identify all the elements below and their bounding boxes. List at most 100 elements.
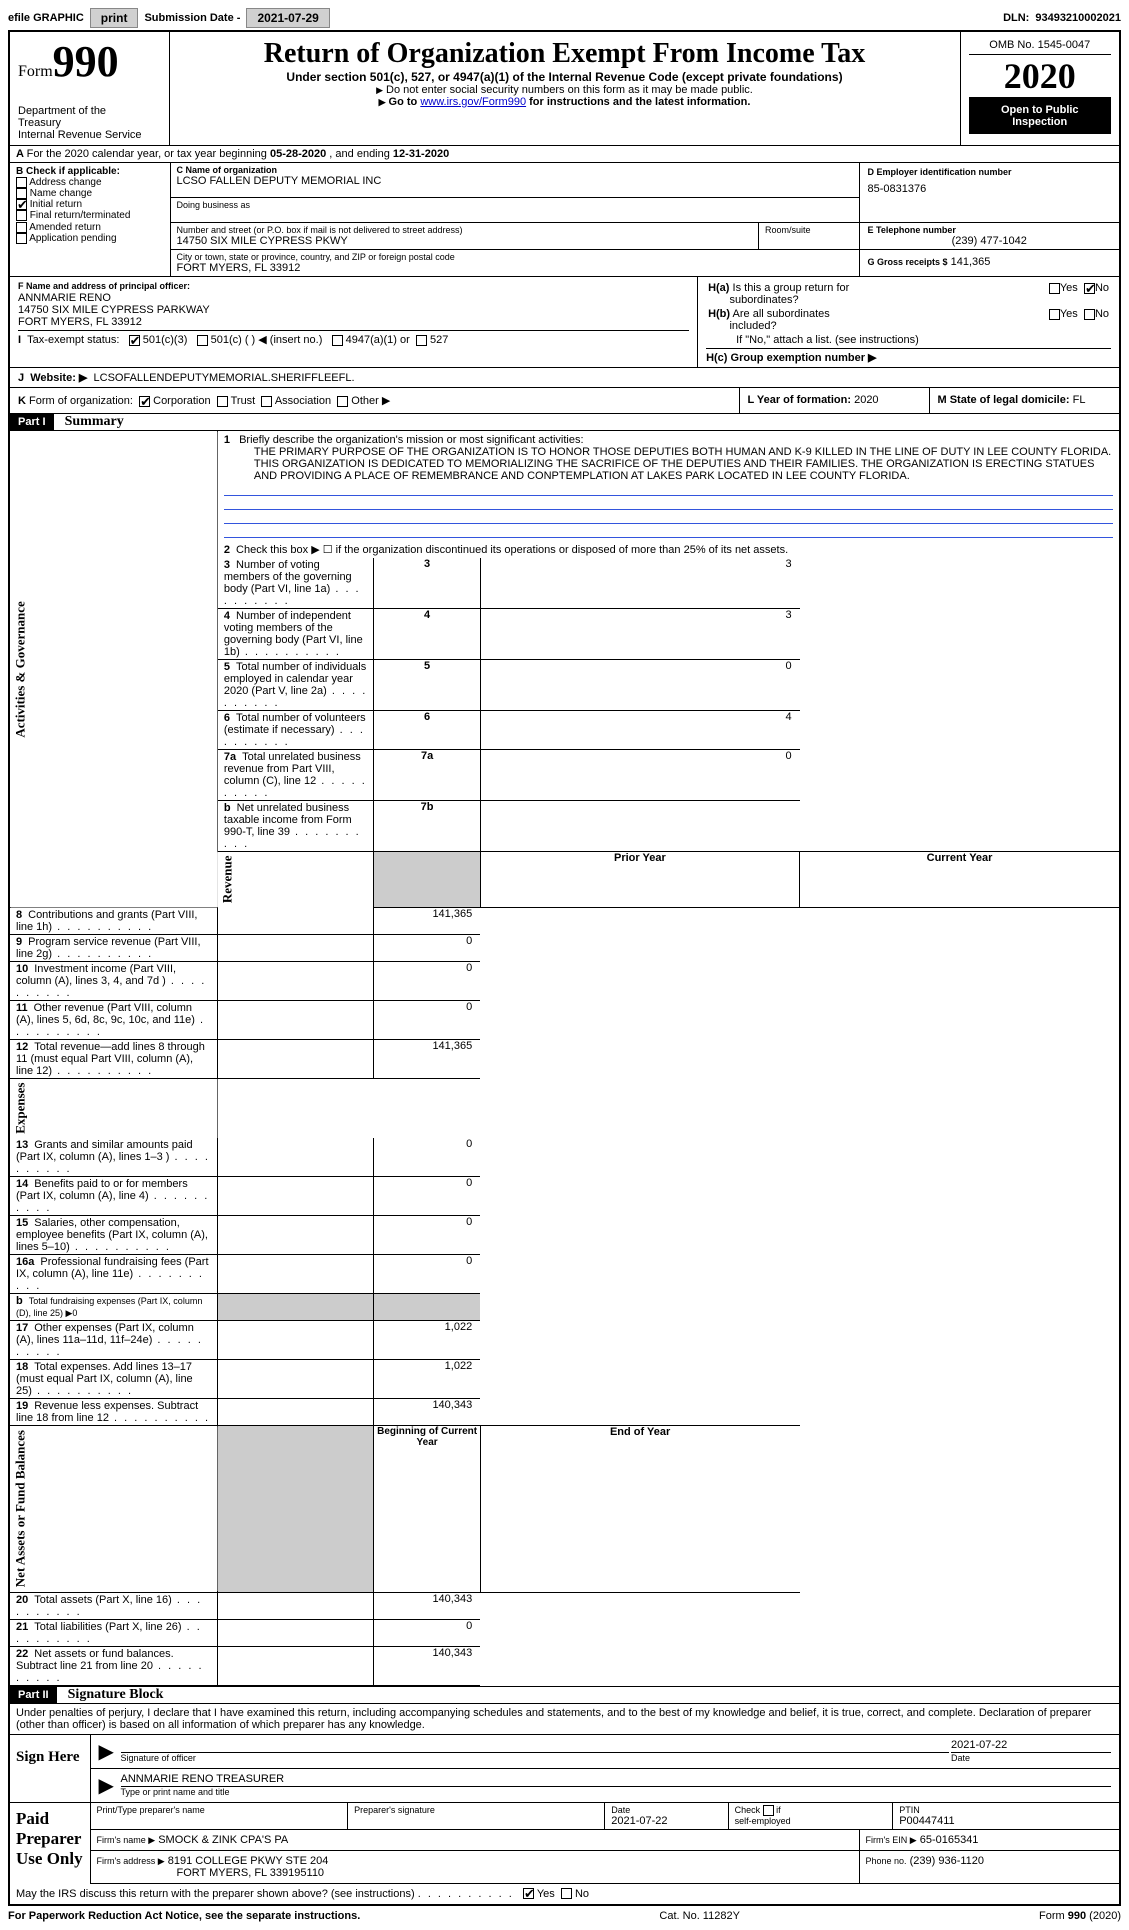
- part2-title: Signature Block: [60, 1687, 164, 1702]
- print-button[interactable]: print: [90, 8, 139, 28]
- row-desc: Other revenue (Part VIII, column (A), li…: [16, 1002, 195, 1026]
- line-l: L Year of formation: 2020: [739, 388, 929, 413]
- chk-501c[interactable]: [197, 335, 208, 346]
- tax-year: 2020: [969, 55, 1112, 98]
- street-value: 14750 SIX MILE CYPRESS PKWY: [177, 235, 753, 247]
- dept-treasury: Department of theTreasuryInternal Revenu…: [18, 105, 161, 141]
- chk-final[interactable]: [16, 210, 27, 221]
- line-i: I Tax-exempt status: 501(c)(3) 501(c) ( …: [18, 330, 689, 346]
- gross-receipts: 141,365: [951, 256, 991, 268]
- open-public: Open to Public Inspection: [969, 98, 1112, 134]
- omb-number: OMB No. 1545-0047: [969, 36, 1112, 55]
- ag-val: 3: [480, 558, 799, 609]
- row-prior: [217, 1592, 374, 1619]
- row-prior: [217, 962, 374, 1001]
- officer-name: ANNMARIE RENO TREASURER: [121, 1773, 1112, 1787]
- sign-here: Sign Here: [10, 1735, 90, 1803]
- ag-val: 4: [480, 711, 799, 750]
- chk-addr-change[interactable]: [16, 177, 27, 188]
- row-prior: [217, 1177, 374, 1216]
- chk-self-employed[interactable]: Check ifself-employed: [735, 1805, 887, 1826]
- row-desc: Grants and similar amounts paid (Part IX…: [16, 1139, 193, 1163]
- row-prior: [217, 1255, 374, 1294]
- mission-text: THE PRIMARY PURPOSE OF THE ORGANIZATION …: [224, 446, 1113, 482]
- row-cur: 0: [374, 1255, 480, 1294]
- line-m: M State of legal domicile: FL: [929, 388, 1119, 413]
- row-prior: [217, 1321, 374, 1360]
- chk-corp[interactable]: [139, 396, 150, 407]
- prep-sig-label: Preparer's signature: [354, 1805, 598, 1815]
- row-prior: [217, 908, 374, 935]
- row-prior: [217, 1619, 374, 1646]
- row-cur: [374, 1294, 480, 1321]
- form-number: Form990: [18, 36, 161, 87]
- chk-4947[interactable]: [332, 335, 343, 346]
- row-prior: [217, 1040, 374, 1079]
- footer: For Paperwork Reduction Act Notice, see …: [8, 1910, 1121, 1922]
- row-cur: 1,022: [374, 1360, 480, 1399]
- line-a-text: For the 2020 calendar year, or tax year …: [27, 148, 450, 160]
- submission-date: 2021-07-29: [246, 8, 329, 28]
- row-desc: Net assets or fund balances. Subtract li…: [16, 1648, 174, 1672]
- chk-app-pending[interactable]: [16, 233, 27, 244]
- col-prior: Prior Year: [480, 852, 799, 908]
- col-end: End of Year: [480, 1426, 799, 1592]
- row-cur: 0: [374, 962, 480, 1001]
- row-prior: [217, 1138, 374, 1177]
- chk-assoc[interactable]: [261, 396, 272, 407]
- row-prior: [217, 1216, 374, 1255]
- chk-discuss-yes[interactable]: [523, 1888, 534, 1899]
- row-prior: [217, 935, 374, 962]
- row-prior: [217, 1001, 374, 1040]
- form-subtitle: Under section 501(c), 527, or 4947(a)(1)…: [180, 70, 950, 84]
- ag-box: 4: [374, 609, 480, 660]
- ag-val: [480, 801, 799, 852]
- box-f: F Name and address of principal officer:…: [18, 280, 689, 328]
- ag-val: 3: [480, 609, 799, 660]
- ptin-value: P00447411: [899, 1815, 1113, 1827]
- vert-netassets: Net Assets or Fund Balances: [10, 1426, 217, 1592]
- room-label: Room/suite: [765, 225, 853, 235]
- row-cur: 0: [374, 1619, 480, 1646]
- row-desc: Total liabilities (Part X, line 26): [34, 1621, 181, 1633]
- dln-value: 93493210002021: [1035, 12, 1121, 24]
- row-prior: [217, 1399, 374, 1426]
- box-h: H(a) Is this a group return for subordin…: [698, 277, 1119, 368]
- row-desc: Total assets (Part X, line 16): [34, 1594, 172, 1606]
- row-cur: 1,022: [374, 1321, 480, 1360]
- chk-501c3[interactable]: [129, 335, 140, 346]
- chk-527[interactable]: [416, 335, 427, 346]
- chk-ha-yes[interactable]: [1049, 283, 1060, 294]
- phone-value: (239) 477-1042: [868, 235, 1112, 247]
- city-value: FORT MYERS, FL 33912: [177, 262, 853, 274]
- row-prior: [217, 1294, 374, 1321]
- ag-box: 7a: [374, 750, 480, 801]
- sig-date: 2021-07-22: [951, 1739, 1111, 1753]
- chk-trust[interactable]: [217, 396, 228, 407]
- row-desc: Total fundraising expenses (Part IX, col…: [16, 1296, 202, 1318]
- chk-other[interactable]: [337, 396, 348, 407]
- dln-label: DLN:: [1003, 12, 1029, 24]
- firm-addr2: FORT MYERS, FL 339195110: [97, 1867, 325, 1879]
- ag-box: 6: [374, 711, 480, 750]
- instr-ssn: Do not enter social security numbers on …: [180, 84, 950, 96]
- line-k: K Form of organization: Corporation Trus…: [10, 388, 739, 413]
- city-label: City or town, state or province, country…: [177, 252, 853, 262]
- box-g-label: G Gross receipts $: [868, 257, 948, 267]
- box-e-label: E Telephone number: [868, 225, 1112, 235]
- chk-initial[interactable]: [16, 199, 27, 210]
- ag-box: 5: [374, 660, 480, 711]
- part1-badge: Part I: [10, 414, 54, 430]
- row-cur: 141,365: [374, 1040, 480, 1079]
- part1-title: Summary: [57, 414, 124, 429]
- irs-link[interactable]: www.irs.gov/Form990: [420, 96, 526, 108]
- org-name: LCSO FALLEN DEPUTY MEMORIAL INC: [177, 175, 853, 187]
- submission-date-label: Submission Date -: [144, 12, 240, 24]
- paid-preparer: Paid Preparer Use Only: [10, 1802, 90, 1883]
- chk-discuss-no[interactable]: [561, 1888, 572, 1899]
- chk-hb-yes[interactable]: [1049, 309, 1060, 320]
- chk-amended[interactable]: [16, 222, 27, 233]
- line1-label: Briefly describe the organization's miss…: [239, 434, 583, 446]
- chk-hb-no[interactable]: [1084, 309, 1095, 320]
- chk-ha-no[interactable]: [1084, 283, 1095, 294]
